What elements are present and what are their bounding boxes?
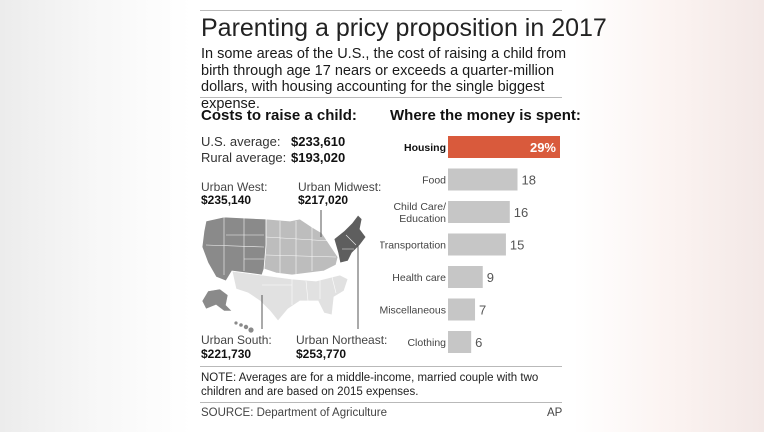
top-rule <box>200 10 562 11</box>
map-region-south <box>231 270 349 322</box>
note-body: Averages are for a middle-income, marrie… <box>201 372 539 398</box>
costs-heading: Costs to raise a child: <box>201 107 357 124</box>
footer-divider <box>200 366 562 367</box>
page-title: Parenting a pricy proposition in 2017 <box>201 14 607 42</box>
value-label-4: 9 <box>487 270 494 285</box>
map-hawaii <box>234 321 254 333</box>
category-label-6: Clothing <box>407 337 446 349</box>
credit-text: AP <box>547 407 563 419</box>
urban-midwest-label: Urban Midwest: <box>298 180 382 194</box>
map-alaska <box>201 288 233 312</box>
spending-heading: Where the money is spent: <box>390 107 581 124</box>
bar-2 <box>448 201 510 223</box>
graphic-panel <box>188 0 576 432</box>
bar-3 <box>448 233 506 256</box>
value-label-2: 16 <box>514 205 528 220</box>
map-region-midwest <box>263 218 339 276</box>
bar-0 <box>448 136 560 158</box>
header-divider <box>200 97 562 98</box>
note-label: NOTE: <box>201 372 237 384</box>
urban-northeast-label: Urban Northeast: <box>296 333 388 347</box>
value-label-6: 6 <box>475 335 482 350</box>
subtitle: In some areas of the U.S., the cost of r… <box>201 46 567 112</box>
us-regions-map <box>201 210 367 333</box>
category-label-4: Health care <box>392 272 446 284</box>
note-text: NOTE: Averages are for a middle-income, … <box>201 372 546 399</box>
bar-6 <box>448 331 472 353</box>
urban-midwest-value: $217,020 <box>298 193 349 207</box>
value-label-0: 29% <box>530 140 556 155</box>
bar-4 <box>448 266 483 288</box>
rural-average-label: Rural average: <box>201 150 287 165</box>
map-region-west <box>201 216 267 282</box>
value-label-3: 15 <box>510 238 524 253</box>
category-label-3: Transportation <box>380 240 446 252</box>
source-text: SOURCE: Department of Agriculture <box>201 407 387 419</box>
category-label-2: Child Care/Education <box>393 201 446 225</box>
category-label-1: Food <box>422 175 446 187</box>
category-label-5: Miscellaneous <box>380 305 446 317</box>
rural-average-value: $193,020 <box>291 150 346 165</box>
urban-south-label: Urban South: <box>201 333 272 347</box>
us-average-value: $233,610 <box>291 134 346 149</box>
us-average-label: U.S. average: <box>201 134 281 149</box>
urban-west-label: Urban West: <box>201 180 268 194</box>
urban-northeast-value: $253,770 <box>296 347 347 361</box>
urban-south-value: $221,730 <box>201 347 252 361</box>
bar-5 <box>448 298 476 321</box>
source-divider <box>200 402 562 403</box>
category-label-0: Housing <box>404 142 446 154</box>
urban-west-value: $235,140 <box>201 193 252 207</box>
value-label-5: 7 <box>479 303 486 318</box>
spending-bar-chart: Housing 29% Food 18 Child Care/Education 16 Tr… <box>380 136 560 353</box>
bar-1 <box>448 168 518 191</box>
value-label-1: 18 <box>522 173 536 188</box>
